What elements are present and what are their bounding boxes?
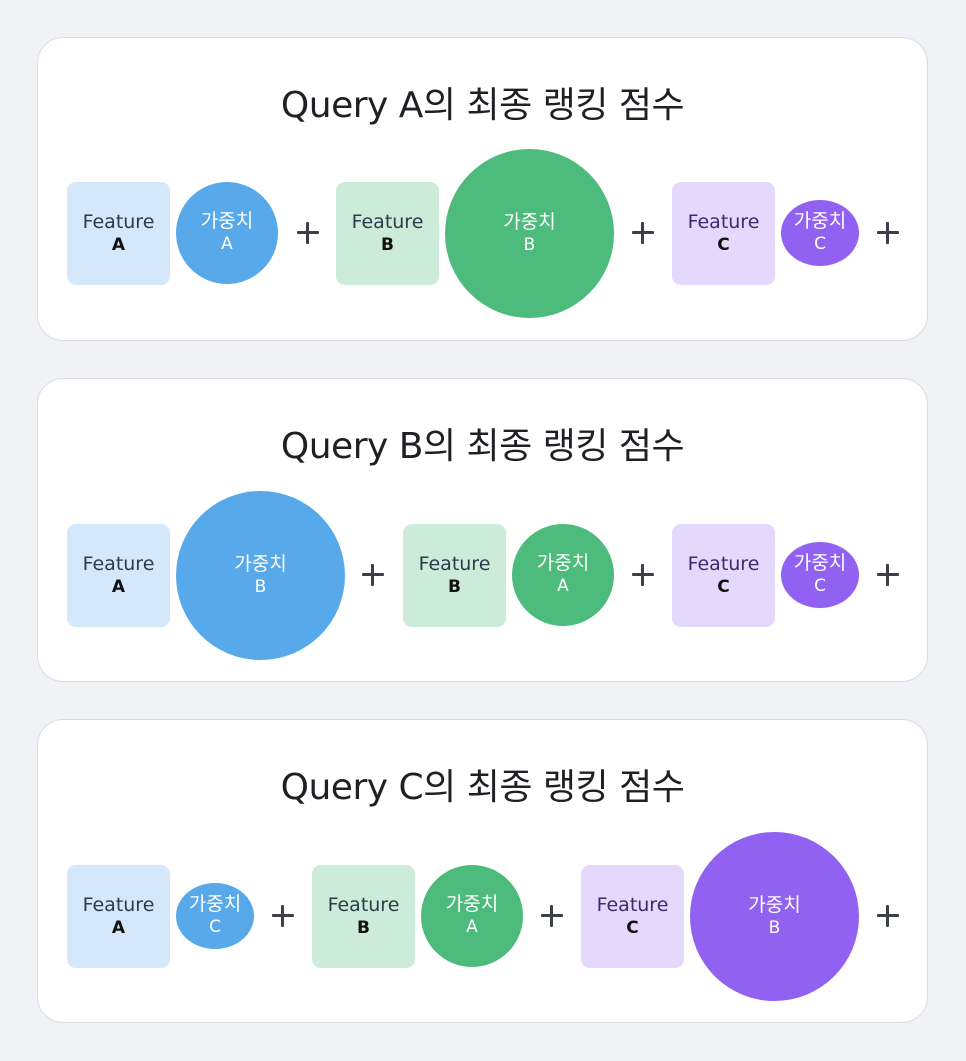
plus-icon [267,900,299,932]
feature-letter: C [717,576,730,597]
feature-label: Feature [418,552,491,575]
feature-letter: B [448,576,461,597]
weight-letter: C [209,917,221,937]
plus-icon [357,559,389,591]
feature-label: Feature [687,552,760,575]
feature-label: Feature [82,552,155,575]
weight-a-circle: 가중치 A [421,865,523,967]
weight-c-circle: 가중치 C [781,542,859,608]
feature-letter: C [626,917,639,938]
weight-label: 가중치 [793,210,847,232]
weight-c-circle: 가중치 C [781,200,859,266]
feature-a-box: Feature A [67,182,170,285]
weight-label: 가중치 [748,893,801,916]
weight-a-circle: 가중치 A [512,524,614,626]
feature-label: Feature [327,893,400,916]
feature-label: Feature [82,210,155,233]
feature-label: Feature [82,893,155,916]
weight-letter: A [221,234,233,254]
weight-letter: A [466,917,478,937]
feature-letter: A [111,234,126,255]
weight-letter: C [814,576,826,596]
feature-letter: B [381,234,394,255]
weight-b-circle: 가중치 B [445,149,614,318]
feature-a-box: Feature A [67,524,170,627]
plus-icon [872,900,904,932]
weight-letter: B [523,234,536,255]
plus-icon [627,217,659,249]
weight-label: 가중치 [793,552,847,574]
feature-letter: B [357,917,370,938]
query-c-title: Query C의 최종 랭킹 점수 [280,767,685,808]
plus-icon [872,559,904,591]
feature-c-box: Feature C [581,865,684,968]
weight-label: 가중치 [536,552,590,574]
query-b-title: Query B의 최종 랭킹 점수 [280,426,685,467]
feature-letter: A [111,576,126,597]
weight-b-circle: 가중치 B [176,491,345,660]
weight-b-circle: 가중치 B [690,832,859,1001]
feature-c-box: Feature C [672,182,775,285]
feature-letter: A [111,917,126,938]
feature-letter: C [717,234,730,255]
weight-label: 가중치 [503,210,556,233]
feature-label: Feature [687,210,760,233]
plus-icon [627,559,659,591]
weight-label: 가중치 [234,552,287,575]
feature-c-box: Feature C [672,524,775,627]
weight-letter: C [814,234,826,254]
plus-icon [292,217,324,249]
weight-label: 가중치 [188,893,242,915]
weight-letter: B [768,917,781,938]
feature-a-box: Feature A [67,865,170,968]
feature-b-box: Feature B [312,865,415,968]
weight-letter: A [557,576,569,596]
feature-b-box: Feature B [403,524,506,627]
query-c-card: Query C의 최종 랭킹 점수 Feature A 가중치 C Featur… [37,719,928,1023]
query-a-title: Query A의 최종 랭킹 점수 [280,85,685,126]
query-b-card: Query B의 최종 랭킹 점수 Feature A 가중치 B Featur… [37,378,928,682]
weight-label: 가중치 [200,210,254,232]
plus-icon [872,217,904,249]
query-a-card: Query A의 최종 랭킹 점수 Feature A 가중치 A Featur… [37,37,928,341]
weight-c-circle: 가중치 C [176,883,254,949]
weight-a-circle: 가중치 A [176,182,278,284]
weight-label: 가중치 [445,893,499,915]
feature-label: Feature [596,893,669,916]
weight-letter: B [254,576,267,597]
plus-icon [536,900,568,932]
feature-label: Feature [351,210,424,233]
feature-b-box: Feature B [336,182,439,285]
